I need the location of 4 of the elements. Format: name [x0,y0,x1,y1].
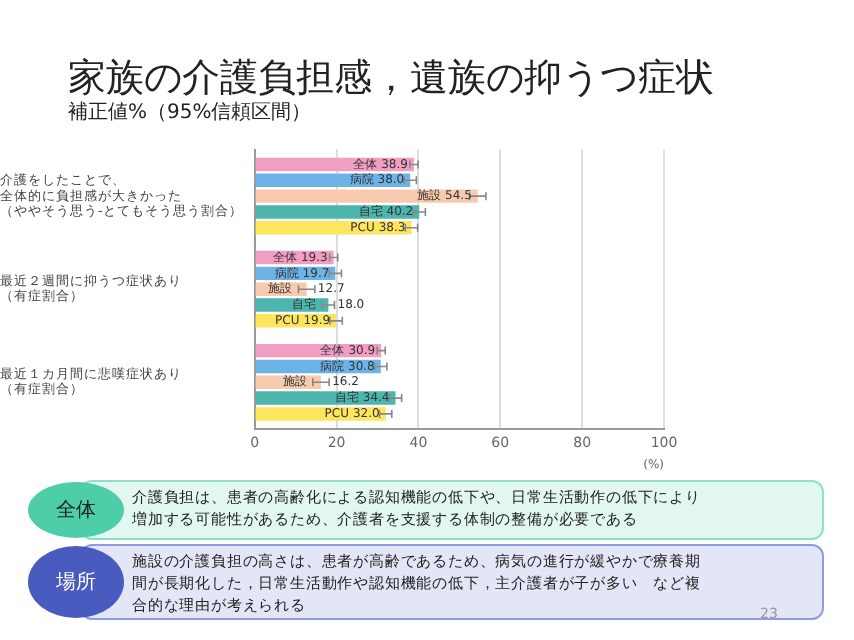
text: 場所 [54,569,98,596]
chart-title: 家族の介護負担感，遺族の抑うつ症状 [68,54,714,101]
text: 全体 [54,498,98,524]
chart-subtitle: 補正値%（95%信頼区間） [68,99,312,126]
